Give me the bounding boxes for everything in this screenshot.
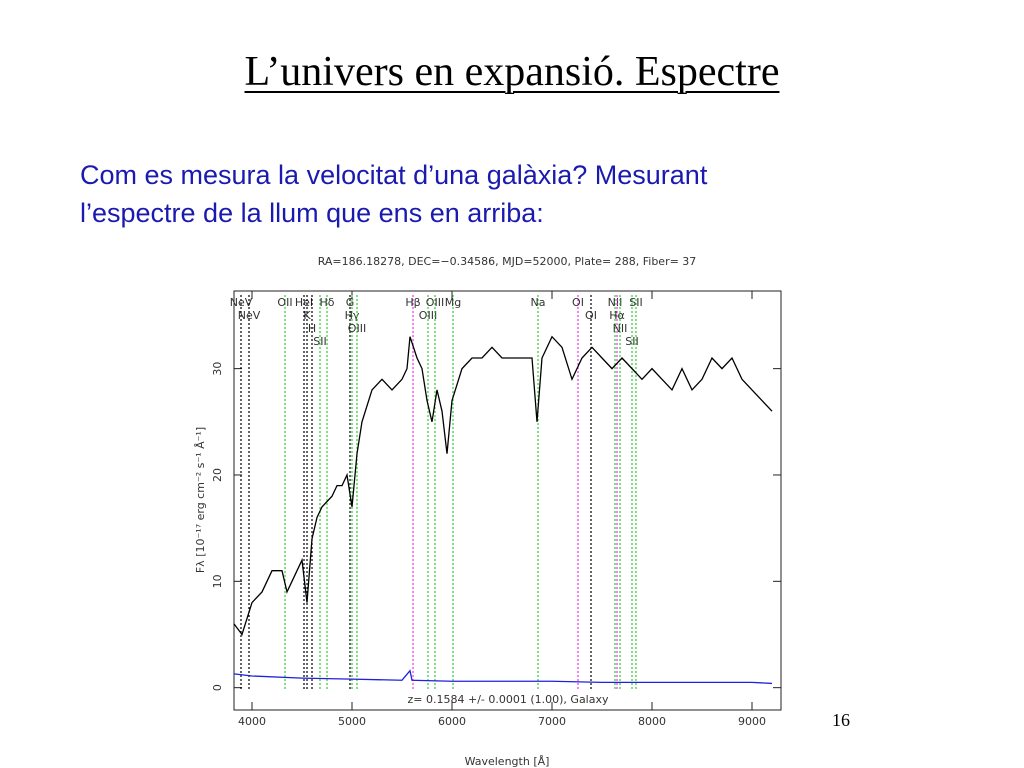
line-label: OI xyxy=(585,309,597,322)
line-label: HeI xyxy=(295,296,313,309)
spectrum-line xyxy=(233,669,773,685)
x-tick-label: 7000 xyxy=(538,715,566,728)
line-label: Mg xyxy=(445,296,461,309)
line-label: NeV xyxy=(230,296,253,309)
x-tick-label: 6000 xyxy=(438,715,466,728)
line-label: NeV xyxy=(238,309,261,322)
line-label: SII xyxy=(313,335,326,348)
body-text: l’espectre de la llum que ens en arriba: xyxy=(80,198,544,228)
line-label: SII xyxy=(625,335,638,348)
x-tick-label: 4000 xyxy=(238,715,266,728)
line-label: OIII xyxy=(426,296,444,309)
x-axis-label: Wavelength [Å] xyxy=(465,755,550,768)
chart-title: RA=186.18278, DEC=−0.34586, MJD=52000, P… xyxy=(318,255,697,268)
line-label: Hδ xyxy=(319,296,334,309)
slide-title: L’univers en expansió. Espectre xyxy=(244,49,780,95)
line-label: SII xyxy=(629,296,642,309)
line-label: OIII xyxy=(419,309,437,322)
x-tick-label: 8000 xyxy=(638,715,666,728)
y-tick-label: 20 xyxy=(211,468,224,482)
line-label: NII xyxy=(613,322,628,335)
y-tick-label: 30 xyxy=(211,362,224,376)
y-axis-label: Fλ [10⁻¹⁷ erg cm⁻² s⁻¹ Å⁻¹] xyxy=(194,427,207,573)
page-number: 16 xyxy=(832,710,850,730)
line-label: G xyxy=(346,296,355,309)
chart-subtitle: z= 0.1584 +/- 0.0001 (1.00), Galaxy xyxy=(408,693,609,706)
line-label: Hβ xyxy=(405,296,420,309)
x-tick-label: 9000 xyxy=(738,715,766,728)
line-label: Na xyxy=(531,296,546,309)
plot-frame xyxy=(233,290,782,711)
spectrum-line xyxy=(233,335,773,636)
line-label: Hγ xyxy=(345,309,360,322)
x-tick-label: 5000 xyxy=(338,715,366,728)
y-tick-label: 10 xyxy=(211,574,224,588)
line-label: OII xyxy=(277,296,292,309)
line-label: H xyxy=(308,322,316,335)
line-label: K xyxy=(303,309,311,322)
line-label: NII xyxy=(608,296,623,309)
line-label: OI xyxy=(572,296,584,309)
line-label: OIII xyxy=(348,322,366,335)
y-tick-label: 0 xyxy=(211,684,224,691)
line-label: Hα xyxy=(609,309,625,322)
body-text: Com es mesura la velocitat d’una galàxia… xyxy=(80,160,708,190)
